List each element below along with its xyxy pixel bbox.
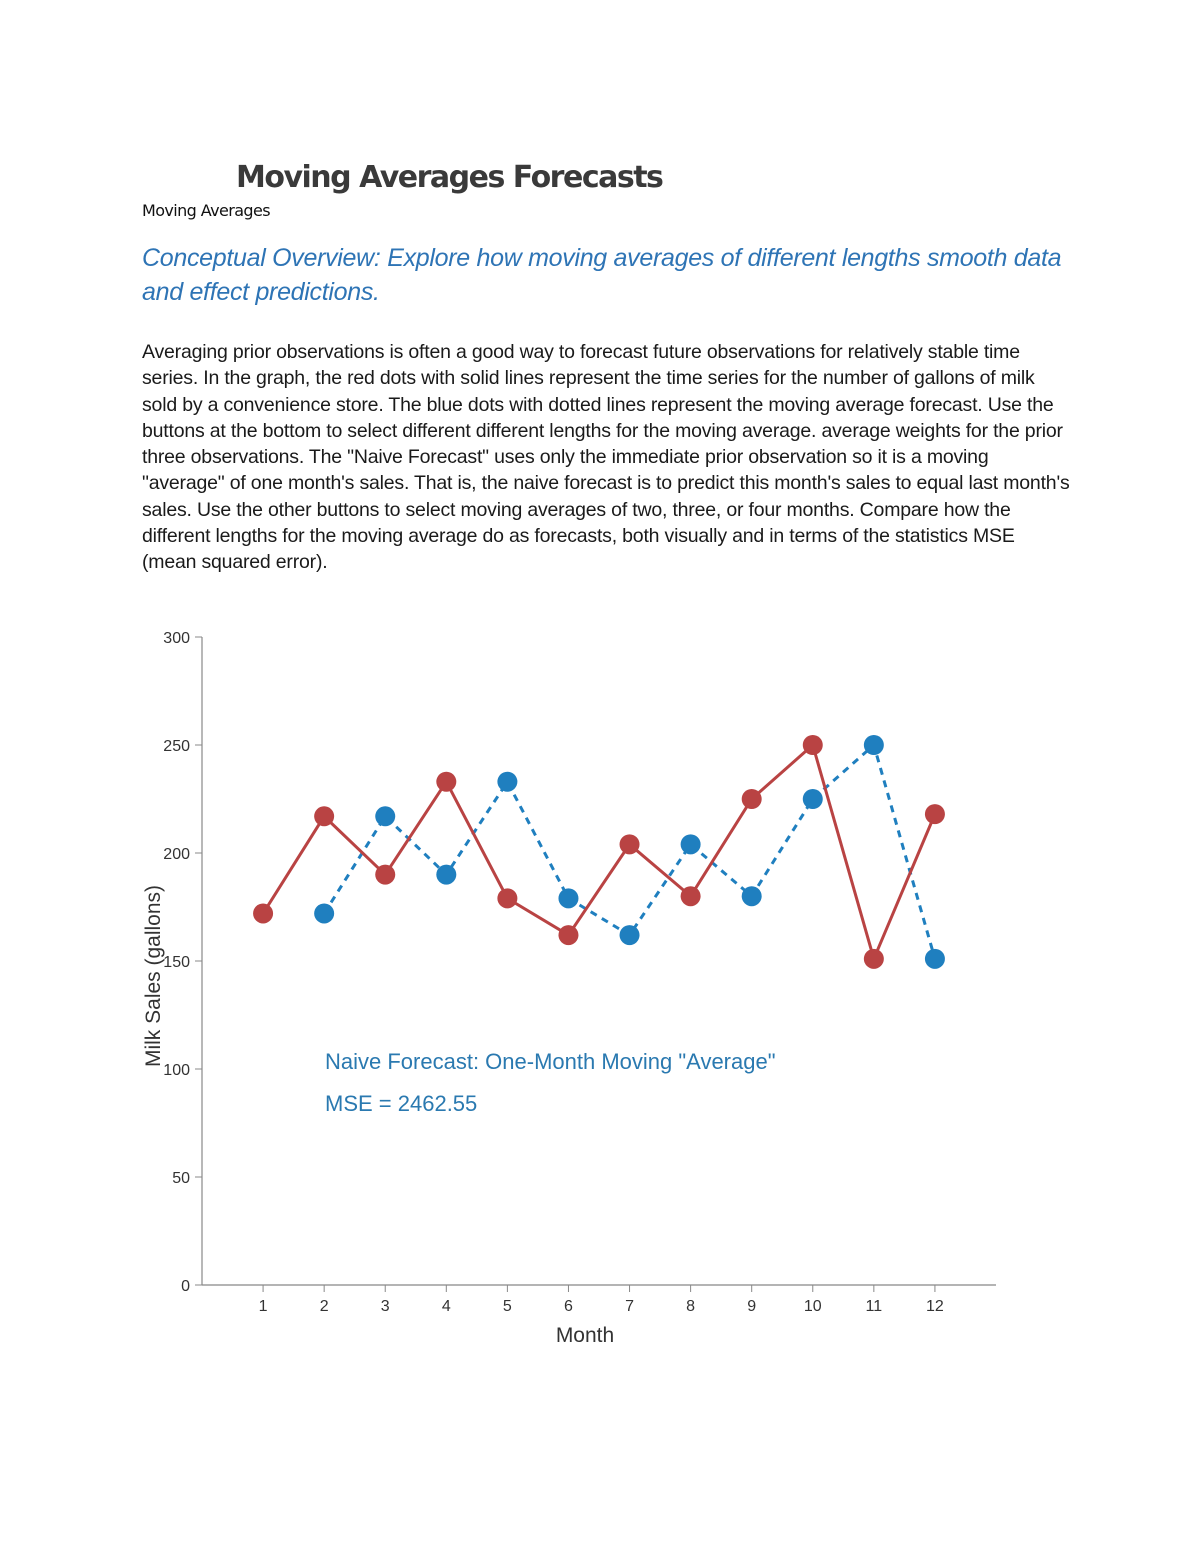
x-tick-label: 8 [686, 1298, 695, 1315]
forecast-point [924, 948, 945, 969]
x-tick-label: 11 [866, 1298, 883, 1315]
actual-sales-point [619, 834, 640, 855]
page-subtitle: Moving Averages [142, 201, 271, 220]
conceptual-overview: Conceptual Overview: Explore how moving … [142, 244, 1062, 306]
actual-sales-point [436, 771, 457, 792]
actual-sales-point [802, 735, 823, 755]
forecast-point [314, 903, 335, 924]
forecast-point [375, 806, 396, 827]
actual-sales-point [924, 804, 945, 825]
x-tick-label: 5 [503, 1298, 512, 1315]
actual-sales-point [253, 903, 274, 924]
forecast-point [619, 925, 640, 946]
x-tick-label: 2 [320, 1298, 329, 1315]
actual-sales-point [558, 925, 579, 946]
x-tick-label: 1 [259, 1298, 268, 1315]
x-tick-label: 6 [564, 1298, 573, 1315]
forecast-point [802, 789, 823, 809]
y-axis-label: Milk Sales (gallons) [142, 885, 165, 1067]
page-title: Moving Averages Forecasts [236, 160, 664, 195]
y-tick-label: 250 [163, 738, 190, 755]
mse-annotation: MSE = 2462.55 [325, 1091, 477, 1116]
x-tick-label: 10 [804, 1298, 822, 1315]
forecast-point [436, 864, 457, 885]
actual-sales-point [375, 864, 396, 885]
forecast-point [863, 735, 884, 755]
method-annotation: Naive Forecast: One-Month Moving "Averag… [325, 1049, 776, 1074]
actual-sales-point [680, 886, 701, 907]
x-tick-label: 12 [926, 1298, 944, 1315]
y-tick-label: 100 [163, 1062, 190, 1079]
y-tick-label: 200 [163, 846, 190, 863]
forecast-point [497, 771, 518, 792]
forecast-point [741, 886, 762, 907]
x-tick-label: 7 [625, 1298, 634, 1315]
actual-sales-point [314, 806, 335, 827]
body-paragraph: Averaging prior observations is often a … [142, 341, 1070, 574]
actual-sales-line [261, 742, 937, 964]
x-tick-label: 3 [381, 1298, 390, 1315]
y-tick-label: 0 [181, 1278, 190, 1295]
actual-sales-point [863, 948, 884, 969]
actual-sales-point [497, 888, 518, 909]
x-axis-label: Month [556, 1324, 614, 1347]
y-tick-label: 150 [163, 954, 190, 971]
x-tick-label: 4 [442, 1298, 451, 1315]
y-tick-label: 50 [172, 1170, 190, 1187]
forecast-point [558, 888, 579, 909]
x-tick-label: 9 [747, 1298, 756, 1315]
actual-sales-point [741, 789, 762, 809]
y-tick-label: 300 [163, 630, 190, 647]
forecast-point [680, 834, 701, 855]
